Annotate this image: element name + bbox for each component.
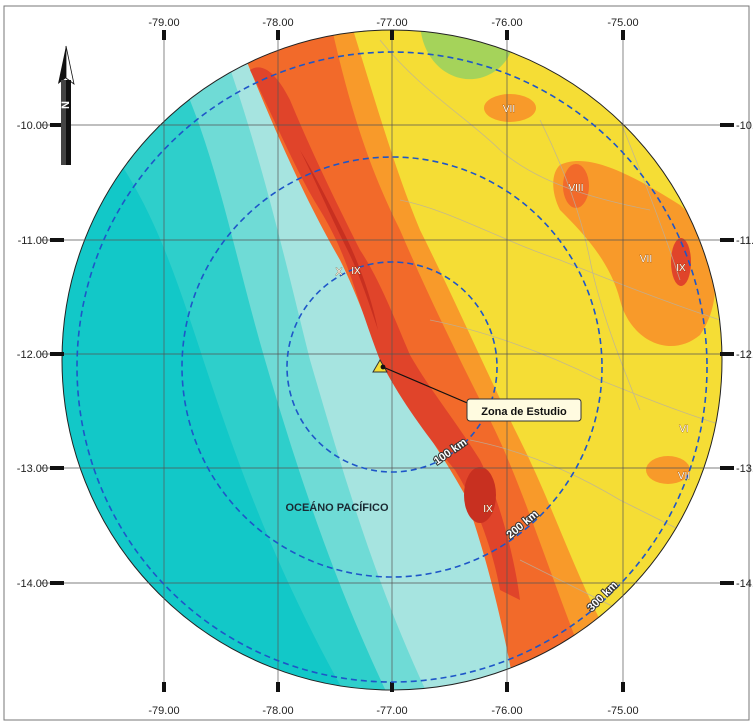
north-arrow-label: N [60,101,72,109]
lon-label-top: -78.00 [262,17,293,29]
lat-label-right: -11.0 [736,235,753,247]
zone-vii-patch-east [553,160,716,347]
lat-label-left: -14.00 [17,578,48,590]
zone-vii-patch-southeast [646,456,690,484]
intensity-label: IX [676,263,686,274]
north-arrow-head-icon [58,46,66,84]
intensity-label: IX [351,266,361,277]
lat-label-right: -13.0 [736,463,753,475]
lon-label-bottom: -78.00 [262,705,293,717]
lon-label-top: -79.00 [148,17,179,29]
intensity-label: VII [640,254,652,265]
ring-200km [181,156,603,578]
ring-300km [76,51,708,683]
lon-label-top: -75.00 [607,17,638,29]
lat-label-left: -10.00 [17,120,48,132]
intensity-labels: VII VIII VII IX X IX VI VII IX [335,104,690,516]
lon-label-bottom: -75.00 [607,705,638,717]
ocean-label: OCEÁNO PACÍFICO [285,501,389,514]
zone-ix-patch-south [464,467,496,523]
zone-viii-patch-east [563,164,589,208]
lat-label-right: -12.0 [736,349,753,361]
lat-label-right: -14.0 [736,578,753,590]
distance-rings [76,51,708,683]
lat-label-left: -12.00 [17,349,48,361]
latitude-labels-right: -10.0 -11.0 -12.0 -13.0 -14.0 [736,120,753,590]
longitude-labels-bottom: -79.00 -78.00 -77.00 -76.00 -75.00 [148,705,638,717]
admin-boundaries [379,39,722,621]
tick-markers [50,30,734,692]
intensity-label: IX [483,504,493,515]
study-zone-label: Zona de Estudio [481,406,567,418]
intensity-label: X [336,267,343,278]
intensity-label: VII [503,104,515,115]
callout-leader-line [382,366,473,406]
lon-label-top: -76.00 [491,17,522,29]
zone-ix-strip [250,67,520,600]
lon-label-bottom: -79.00 [148,705,179,717]
lon-label-bottom: -77.00 [376,705,407,717]
zone-vii-patch-north [484,94,536,122]
zone-ix-patch-east [671,238,691,286]
lon-label-top: -77.00 [376,17,407,29]
longitude-labels-top: -79.00 -78.00 -77.00 -76.00 -75.00 [148,17,638,29]
lon-label-bottom: -76.00 [491,705,522,717]
latitude-labels-left: -10.00 -11.00 -12.00 -13.00 -14.00 [17,120,48,590]
ring-100km [286,261,498,473]
intensity-label: VII [678,471,690,482]
study-zone-callout-box [466,398,582,422]
lat-label-right: -10.0 [736,120,753,132]
lat-label-left: -11.00 [18,235,48,247]
intensity-label: VI [679,424,688,435]
intensity-label: VIII [568,183,583,194]
north-arrow: N [58,45,75,165]
lat-label-left: -13.00 [17,463,48,475]
